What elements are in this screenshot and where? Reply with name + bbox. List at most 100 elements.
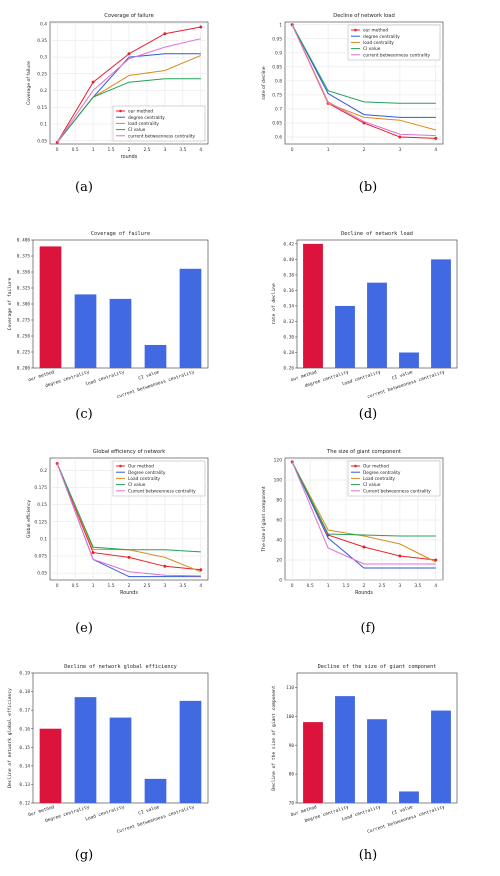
y-tick-label: 0.400 — [17, 238, 31, 244]
y-tick-label: 0.1 — [40, 122, 47, 128]
bar — [303, 243, 323, 368]
data-point — [127, 555, 131, 559]
y-tick-label: 0.2 — [40, 468, 47, 474]
x-tick-label: 3 — [164, 147, 167, 153]
series-line — [291, 24, 436, 137]
y-tick-label: 0.95 — [272, 36, 282, 42]
legend-label: Our method — [363, 464, 389, 470]
bar — [144, 778, 167, 803]
bar — [39, 728, 62, 803]
x-tick-label: 1.5 — [108, 583, 115, 589]
legend-label: our method — [363, 28, 388, 34]
legend-label: CI value — [128, 482, 146, 488]
y-tick-label: 0.18 — [19, 689, 30, 695]
chart-title: Coverage of failure — [91, 231, 150, 237]
y-axis-label: rate of decline — [271, 283, 277, 325]
x-tick-label: CI value — [391, 804, 414, 816]
data-point — [434, 136, 438, 140]
y-tick-label: 0.28 — [283, 350, 294, 356]
legend-label: degree centrality — [128, 115, 165, 121]
caption-d: (d) — [358, 407, 378, 422]
x-tick-label: Load centrality — [85, 804, 126, 822]
legend-label: current betweenness centrality — [128, 133, 196, 139]
y-tick-label: 80 — [276, 498, 282, 504]
y-tick-label: 110 — [286, 685, 294, 691]
x-tick-label: 1.5 — [108, 147, 115, 153]
y-tick-label: 0.75 — [272, 93, 282, 99]
y-tick-label: 0.6 — [275, 135, 282, 141]
y-tick-label: 0.34 — [283, 304, 294, 310]
legend-label: Degree centrality — [363, 470, 401, 476]
series-line — [291, 461, 437, 563]
chart-e: Global efficiency of network 0.05 0.075 0.1… — [26, 449, 209, 596]
legend-label: Our method — [128, 464, 154, 470]
y-tick-label: 0.4 — [40, 21, 47, 27]
y-tick-label: 120 — [274, 458, 283, 464]
y-tick-label: 0.350 — [17, 270, 31, 276]
y-tick-label: 0.14 — [19, 763, 30, 769]
y-tick-label: 80 — [289, 772, 295, 778]
x-tick-label: CI value — [138, 369, 161, 381]
series-line — [56, 463, 201, 553]
x-tick-label: 4 — [434, 147, 437, 153]
chart-d: Decline of network load 0.26 0.28 0.30 0.32 0… — [271, 231, 458, 400]
y-tick-label: 100 — [274, 478, 283, 484]
chart-title: Decline of network global efficiency — [64, 664, 176, 670]
y-tick-label: 0.9 — [275, 50, 282, 56]
y-tick-label: 0.32 — [283, 319, 294, 325]
y-tick-label: 0.225 — [17, 350, 31, 356]
chart-a: Coverage of failure 0.05 0.1 0.15 0.2 0.25 0.3… — [26, 13, 209, 160]
x-tick-label: 3 — [399, 583, 402, 589]
legend-marker — [119, 464, 122, 468]
bar — [399, 791, 419, 803]
x-tick-label: 0.5 — [72, 147, 79, 153]
series-line — [291, 461, 436, 565]
y-tick-label: 0.42 — [283, 241, 294, 247]
chart-g: Decline of network global efficiency 0.12… — [7, 664, 209, 835]
y-tick-label: 0.200 — [17, 366, 31, 372]
data-point — [163, 32, 167, 36]
y-tick-label: 20 — [276, 558, 282, 564]
legend-box — [112, 460, 206, 497]
legend-label: CI value — [363, 482, 381, 488]
bar — [335, 696, 355, 803]
data-point — [398, 554, 402, 558]
legend-label: load centrality — [128, 121, 159, 127]
legend-label: CI value — [363, 46, 381, 52]
caption-e: (e) — [75, 621, 93, 636]
y-tick-label: 0.250 — [17, 334, 31, 340]
y-tick-label: 0.13 — [19, 782, 30, 788]
y-tick-label: 0.30 — [283, 335, 294, 341]
data-point — [127, 52, 131, 56]
x-tick-label: 3.5 — [414, 583, 421, 589]
y-tick-label: 90 — [289, 743, 295, 749]
y-tick-label: 0.375 — [17, 254, 31, 260]
caption-g: (g) — [74, 848, 94, 863]
series-line — [291, 461, 436, 537]
x-tick-label: 2.5 — [143, 147, 150, 153]
legend-marker — [354, 464, 357, 468]
legend-box — [347, 460, 441, 497]
y-tick-label: 0.16 — [19, 726, 30, 732]
x-tick-label: Our method — [27, 804, 55, 818]
bar — [109, 298, 132, 368]
series-line — [56, 463, 201, 577]
legend-label: degree centrality — [363, 34, 400, 40]
y-axis-label: Coverage of failure — [26, 61, 32, 105]
series-line — [291, 24, 436, 104]
x-tick-label: 3.5 — [179, 583, 186, 589]
bar — [74, 697, 97, 803]
bar — [179, 700, 202, 803]
caption-c: (c) — [75, 407, 93, 422]
x-tick-label: 2 — [363, 147, 366, 153]
legend-marker — [354, 28, 357, 32]
y-tick-label: 0.65 — [272, 121, 282, 127]
y-tick-label: 0.36 — [283, 288, 294, 294]
legend-label: Current betweenness centrality — [363, 488, 431, 494]
y-axis-label: rate of decline — [261, 66, 267, 99]
y-tick-label: 0.40 — [283, 257, 294, 263]
y-axis-label: Decline of network global efficiency — [7, 688, 13, 788]
data-point — [163, 564, 167, 568]
x-tick-label: 1 — [327, 583, 330, 589]
